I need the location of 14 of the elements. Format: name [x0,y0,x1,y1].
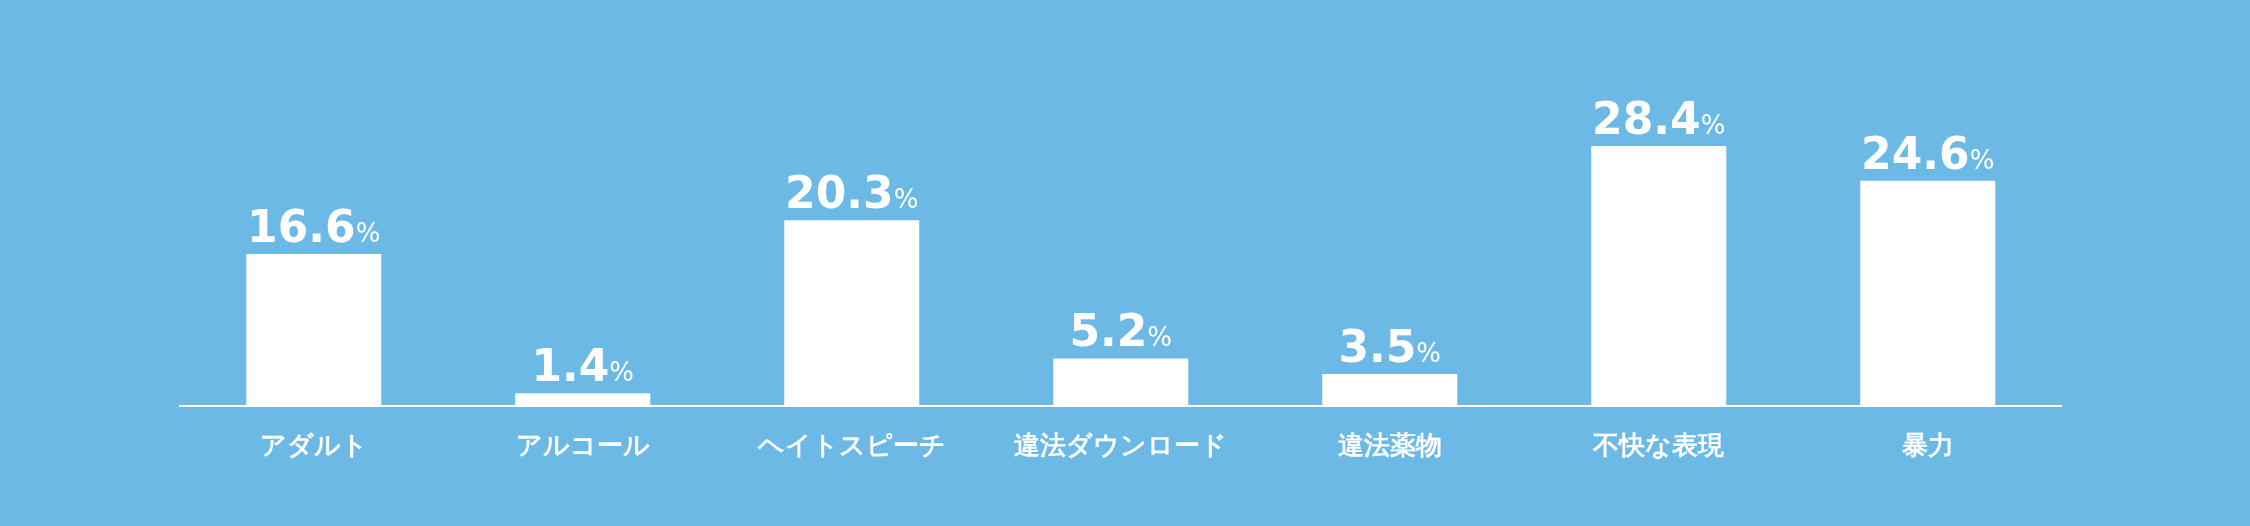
data-label: 16.6% [247,201,381,253]
data-label: 20.3% [785,167,919,219]
data-label: 28.4% [1592,93,1726,144]
data-label: 24.6% [1861,127,1995,179]
data-label: 1.4% [531,340,635,392]
x-tick-label: アダルト [259,430,368,461]
data-label: 3.5% [1338,320,1442,372]
x-tick-label: 違法薬物 [1337,430,1442,461]
x-tick-label: 違法ダウンロード [1014,430,1227,461]
x-tick-label: ヘイトスピーチ [756,430,946,461]
x-tick-label: 暴力 [1900,430,1954,461]
x-tick-label: アルコール [515,430,650,461]
data-label: 5.2% [1069,305,1173,357]
x-tick-label: 不快な表現 [1592,430,1725,461]
